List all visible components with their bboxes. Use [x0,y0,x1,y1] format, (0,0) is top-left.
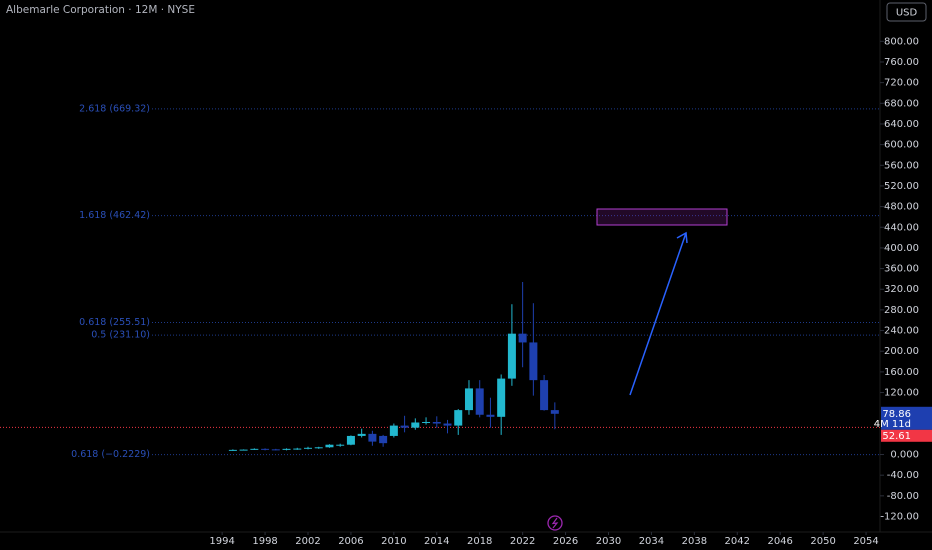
y-tick-label: 240.00 [884,326,919,337]
candle-body [507,333,516,379]
target-box[interactable] [596,208,728,226]
candle-body [443,423,452,426]
trend-arrow[interactable] [629,232,687,396]
overlay-lines: 2.618 (669.32) 1.618 (462.42) 0.618 (255.5… [0,103,880,460]
y-tick-label: 160.00 [884,367,919,378]
trend-arrow-head [676,231,688,244]
y-tick-label: -120.00 [880,512,919,523]
candle-body [475,388,484,415]
candle-body [432,421,441,424]
fib-label: 1.618 (462.42) [79,210,150,221]
x-tick-label: 2022 [510,536,535,547]
fib-label: 0.5 (231.10) [91,330,150,341]
candle-body [357,433,366,436]
candle-body [314,447,323,449]
candle-body [368,433,377,442]
x-tick-label: 2030 [596,536,621,547]
candle-body [239,449,248,451]
candle-body [400,425,409,428]
x-tick-label: 2018 [467,536,492,547]
fib-label: 2.618 (669.32) [79,103,150,114]
y-tick-label: 480.00 [884,202,919,213]
candle-body [304,447,312,449]
candle-body [486,414,495,417]
candle-body [346,435,355,445]
candle-body [518,333,527,343]
y-tick-label: 520.00 [884,181,919,192]
y-tick-label: 280.00 [884,305,919,316]
candle-body [422,421,431,423]
x-tick-label: 2006 [338,536,363,547]
countdown-label: 4M 11d [874,419,911,430]
labels: 800.00 760.00 720.00 680.00 640.00 600.00 560.… [209,36,932,547]
x-tick-label: 2034 [639,536,664,547]
y-tick-label: 560.00 [884,160,919,171]
prev-close-box [881,429,932,442]
candle-body [336,444,345,446]
y-tick-label: 120.00 [884,388,919,399]
x-tick-label: 1994 [209,536,234,547]
candle-body [529,342,538,381]
x-tick-label: 2042 [725,536,750,547]
x-tick-label: 2046 [767,536,792,547]
candle-body [540,380,549,411]
candle-body [325,444,334,448]
candle-body [261,448,270,450]
replay-icon-bolt [551,517,559,529]
y-tick-label: -80.00 [887,491,919,502]
x-tick-label: 2050 [810,536,835,547]
x-tick-label: 1998 [252,536,277,547]
x-tick-label: 2054 [853,536,878,547]
y-tick-label: -40.00 [887,470,919,481]
prev-close-label: 52.61 [882,431,911,442]
candle-body [228,449,237,451]
candle-body [411,422,420,428]
y-tick-label: 200.00 [884,346,919,357]
candle-body [250,448,259,450]
fib-label: 0.618 (−0.2229) [71,449,150,460]
x-tick-label: 2014 [424,536,449,547]
candles [228,282,559,451]
y-tick-label: 320.00 [884,284,919,295]
replay-icon[interactable] [547,515,563,531]
candle-body [550,410,559,414]
y-tick-label: 800.00 [884,36,919,47]
currency-label: USD [896,8,918,19]
x-tick-label: 2026 [553,536,578,547]
y-tick-label: 680.00 [884,98,919,109]
y-tick-label: 760.00 [884,57,919,68]
candle-body [379,435,388,444]
candle-body [464,388,473,411]
y-tick-label: 0.000 [890,450,919,461]
x-tick-label: 2010 [381,536,406,547]
chart-title: Albemarle Corporation · 12M · NYSE [6,4,195,16]
candle-body [293,448,302,450]
candle-body [271,449,280,451]
candle-body [282,448,291,450]
candle-body [389,425,398,436]
y-tick-label: 440.00 [884,222,919,233]
currency-button[interactable] [886,2,927,22]
y-tick-label: 600.00 [884,140,919,151]
y-tick-label: 640.00 [884,119,919,130]
candle-body [454,410,463,426]
y-tick-label: 720.00 [884,78,919,89]
last-price-label: 78.86 [882,409,911,420]
fib-label: 0.618 (255.51) [79,317,150,328]
x-tick-label: 2002 [295,536,320,547]
y-tick-label: 360.00 [884,264,919,275]
y-tick-label: 400.00 [884,243,919,254]
x-tick-label: 2038 [682,536,707,547]
last-price-box [881,406,932,430]
candle-body [497,378,506,417]
